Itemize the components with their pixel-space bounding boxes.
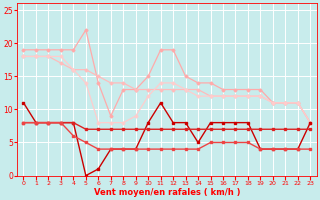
X-axis label: Vent moyen/en rafales ( km/h ): Vent moyen/en rafales ( km/h ) xyxy=(94,188,240,197)
